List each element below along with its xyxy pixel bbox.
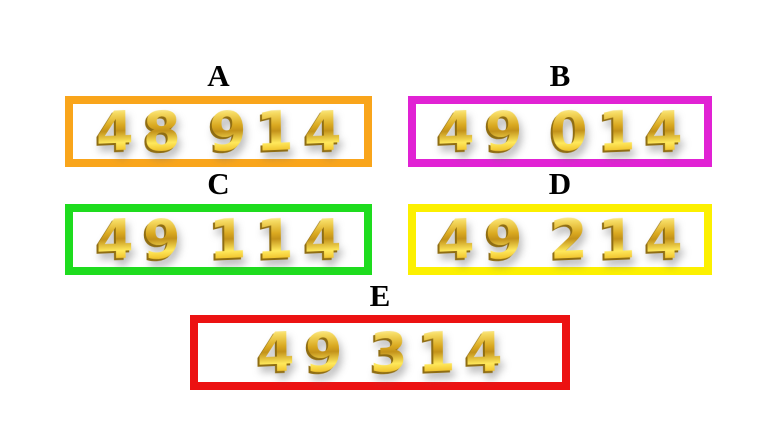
gold-digit: 4	[645, 98, 684, 164]
gold-digit: 9	[484, 206, 523, 272]
gold-digit: 9	[304, 319, 343, 385]
gold-digit: 9	[484, 98, 523, 164]
option-a-label: A	[207, 58, 230, 93]
gold-digit: 4	[256, 319, 295, 385]
option-d-label: D	[548, 166, 572, 201]
gold-digit: 4	[645, 206, 684, 272]
option-b-label: B	[549, 58, 571, 93]
gold-digit: 1	[417, 319, 456, 385]
gold-digit: 1	[597, 98, 636, 164]
gold-digit: 4	[303, 206, 342, 272]
gold-digit: 4	[95, 98, 134, 164]
gold-digit: 4	[95, 206, 134, 272]
gold-digit: 1	[256, 98, 295, 164]
gold-digit: 4	[436, 98, 475, 164]
option-c-label: C	[207, 166, 230, 201]
gold-digit: 9	[208, 98, 247, 164]
gold-digit: 4	[465, 319, 504, 385]
gold-digit: 3	[369, 319, 409, 385]
gold-digit: 0	[549, 98, 589, 164]
gold-digit: 1	[597, 206, 636, 272]
option-e-label: E	[369, 278, 391, 313]
gold-digit: 4	[436, 206, 475, 272]
gold-digit: 1	[256, 206, 295, 272]
gold-digit: 4	[303, 98, 342, 164]
gold-digit: 8	[142, 98, 181, 164]
gold-digit: 1	[208, 206, 247, 272]
gold-digit: 2	[549, 206, 589, 272]
gold-digit: 9	[142, 206, 181, 272]
